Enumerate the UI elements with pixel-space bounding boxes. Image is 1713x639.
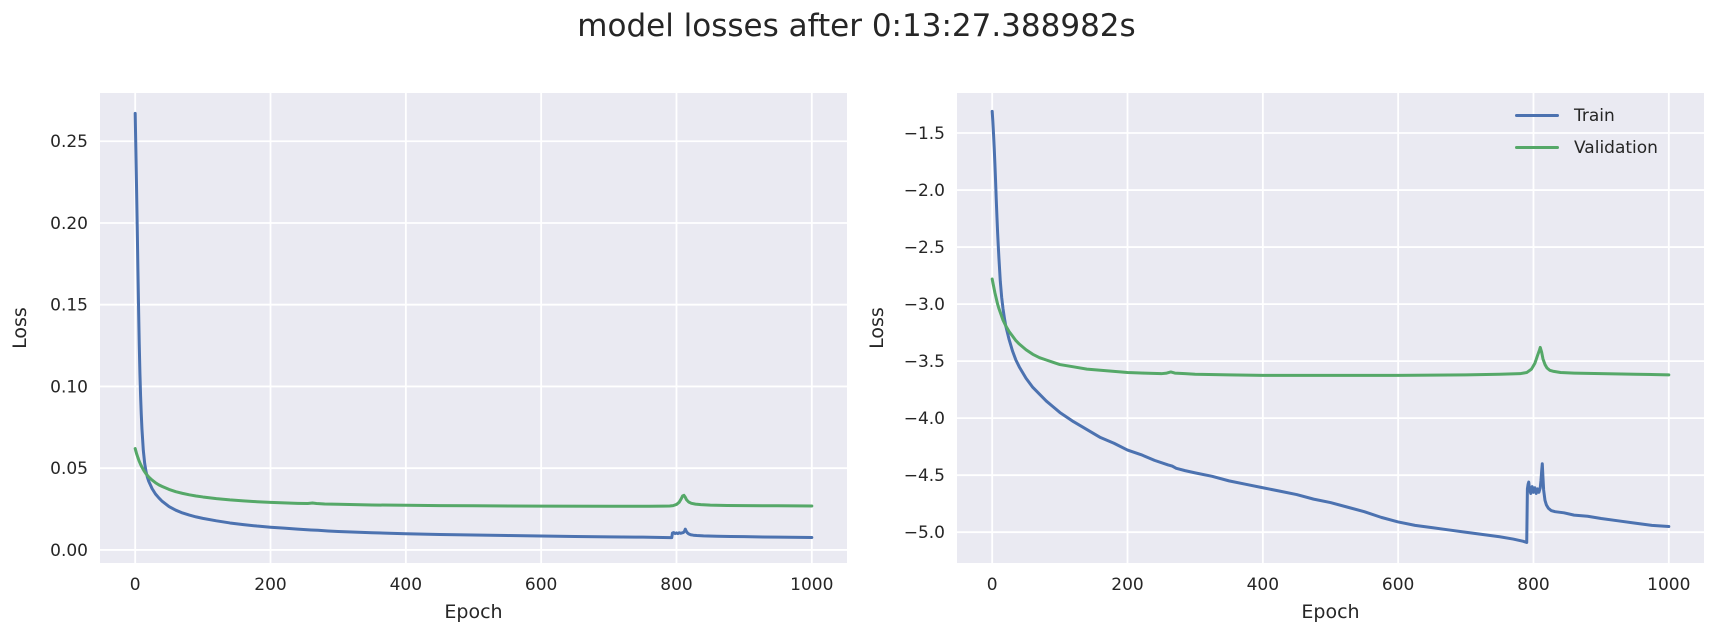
legend-label-validation: Validation [1574, 137, 1658, 158]
y-tick-label: 0.05 [50, 459, 88, 479]
x-tick-label: 1000 [790, 575, 833, 595]
figure-title: model losses after 0:13:27.388982s [577, 8, 1136, 44]
y-axis-label: Loss [866, 307, 888, 349]
x-tick-label: 0 [130, 575, 141, 595]
x-tick-label: 200 [254, 575, 286, 595]
axes-background [957, 93, 1704, 563]
y-tick-label: −1.5 [904, 124, 945, 144]
y-tick-label: 0.15 [50, 296, 88, 316]
y-tick-label: 0.10 [50, 377, 88, 397]
subplot-right: 0 200 400 600 800 1000 −1.5 −2.0 −2.5 −3.0 −3.5 −4.… [866, 93, 1704, 623]
x-tick-label: 1000 [1647, 575, 1690, 595]
train-line-swatch [1515, 113, 1559, 118]
y-tick-label: −3.0 [904, 295, 945, 315]
x-axis-label: Epoch [1301, 601, 1359, 623]
y-tick-label: −2.5 [904, 238, 945, 258]
x-tick-label: 200 [1111, 575, 1143, 595]
legend-label-train: Train [1574, 105, 1615, 126]
series-line-validation [990, 277, 1671, 377]
legend-item-validation: Validation [1515, 134, 1658, 161]
validation-line-swatch [1515, 145, 1559, 150]
y-tick-label: −2.0 [904, 181, 945, 201]
y-tick-label: −3.5 [904, 352, 945, 372]
x-axis-label: Epoch [444, 601, 502, 623]
legend: Train Validation [1515, 102, 1658, 161]
legend-item-train: Train [1515, 102, 1658, 129]
grid [100, 93, 847, 563]
x-tick-label: 400 [390, 575, 422, 595]
y-tick-label: 0.25 [50, 132, 88, 152]
x-tick-label: 600 [525, 575, 557, 595]
axes-background [100, 93, 847, 563]
y-tick-label: −4.5 [904, 466, 945, 486]
x-tick-label: 800 [1517, 575, 1549, 595]
y-tick-label: 0.00 [50, 541, 88, 561]
x-tick-label: 600 [1382, 575, 1414, 595]
grid [957, 93, 1704, 563]
y-tick-label: −4.0 [904, 409, 945, 429]
series-line-validation [133, 447, 814, 508]
series-line-train [133, 111, 814, 540]
y-tick-label: 0.20 [50, 214, 88, 234]
subplot-left: 0 200 400 600 800 1000 0.00 0.05 0.10 0.15 0.20 0.2… [9, 93, 847, 623]
x-tick-label: 0 [987, 575, 998, 595]
y-axis-label: Loss [9, 307, 31, 349]
y-tick-label: −5.0 [904, 523, 945, 543]
x-tick-label: 800 [660, 575, 692, 595]
x-tick-label: 400 [1247, 575, 1279, 595]
